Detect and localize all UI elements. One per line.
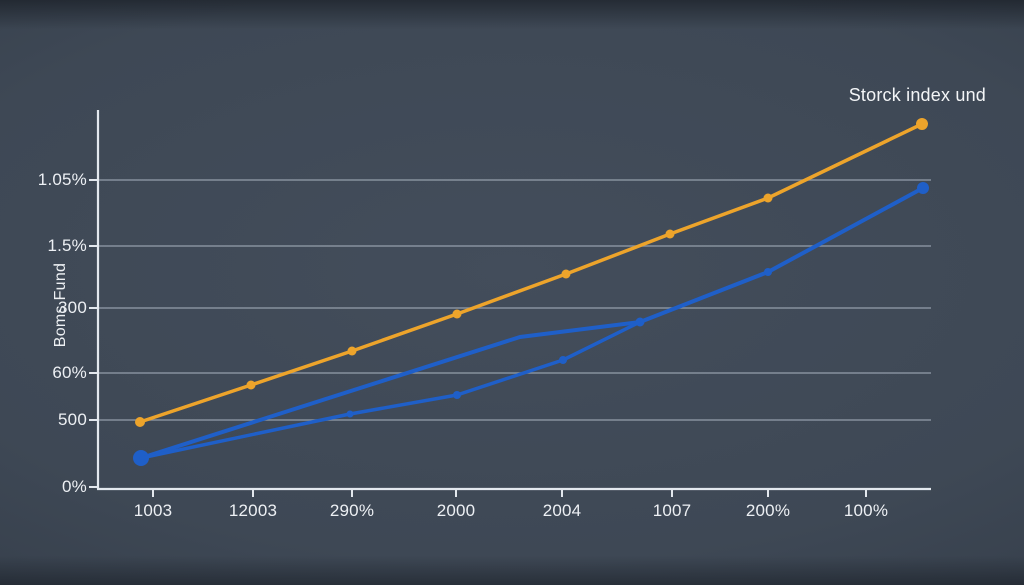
data-point-marker	[764, 268, 772, 276]
x-axis-tick-label: 1007	[652, 501, 692, 520]
data-point-marker	[665, 229, 675, 239]
x-axis-tick-label: 1003	[133, 501, 173, 520]
data-point-marker	[917, 182, 929, 194]
data-point-marker	[246, 380, 256, 390]
series-line-blue-upper-path	[139, 186, 925, 460]
data-point-marker	[346, 410, 354, 418]
series-line-blue-lower-path	[139, 320, 642, 460]
x-axis-tick-label: 2000	[436, 501, 476, 520]
data-point-marker	[135, 417, 145, 427]
series-line-storck-index-und	[138, 122, 924, 424]
data-point-marker	[452, 309, 462, 319]
y-axis-tick-label: 0%	[62, 477, 87, 496]
y-axis-tick-label: 500	[58, 410, 87, 429]
data-point-marker	[559, 356, 567, 364]
y-axis-tick-label: 1.5%	[47, 236, 87, 255]
y-axis-tick-label: 60%	[52, 363, 87, 382]
y-axis-tick-label: 1.05%	[37, 170, 87, 189]
x-axis-tick-label: 2004	[542, 501, 582, 520]
data-point-marker	[916, 118, 928, 130]
x-axis-tick-label: 100%	[843, 501, 889, 520]
x-axis-tick-label: 290%	[329, 501, 375, 520]
data-point-marker	[561, 269, 571, 279]
x-axis-tick-label: 200%	[745, 501, 791, 520]
x-axis-tick-label: 12003	[228, 501, 278, 520]
series-legend-label: Storck index und	[848, 85, 986, 105]
data-point-marker	[763, 193, 773, 203]
data-point-marker	[453, 391, 461, 399]
data-point-marker	[347, 346, 357, 356]
y-axis-tick-label: 300	[58, 298, 87, 317]
